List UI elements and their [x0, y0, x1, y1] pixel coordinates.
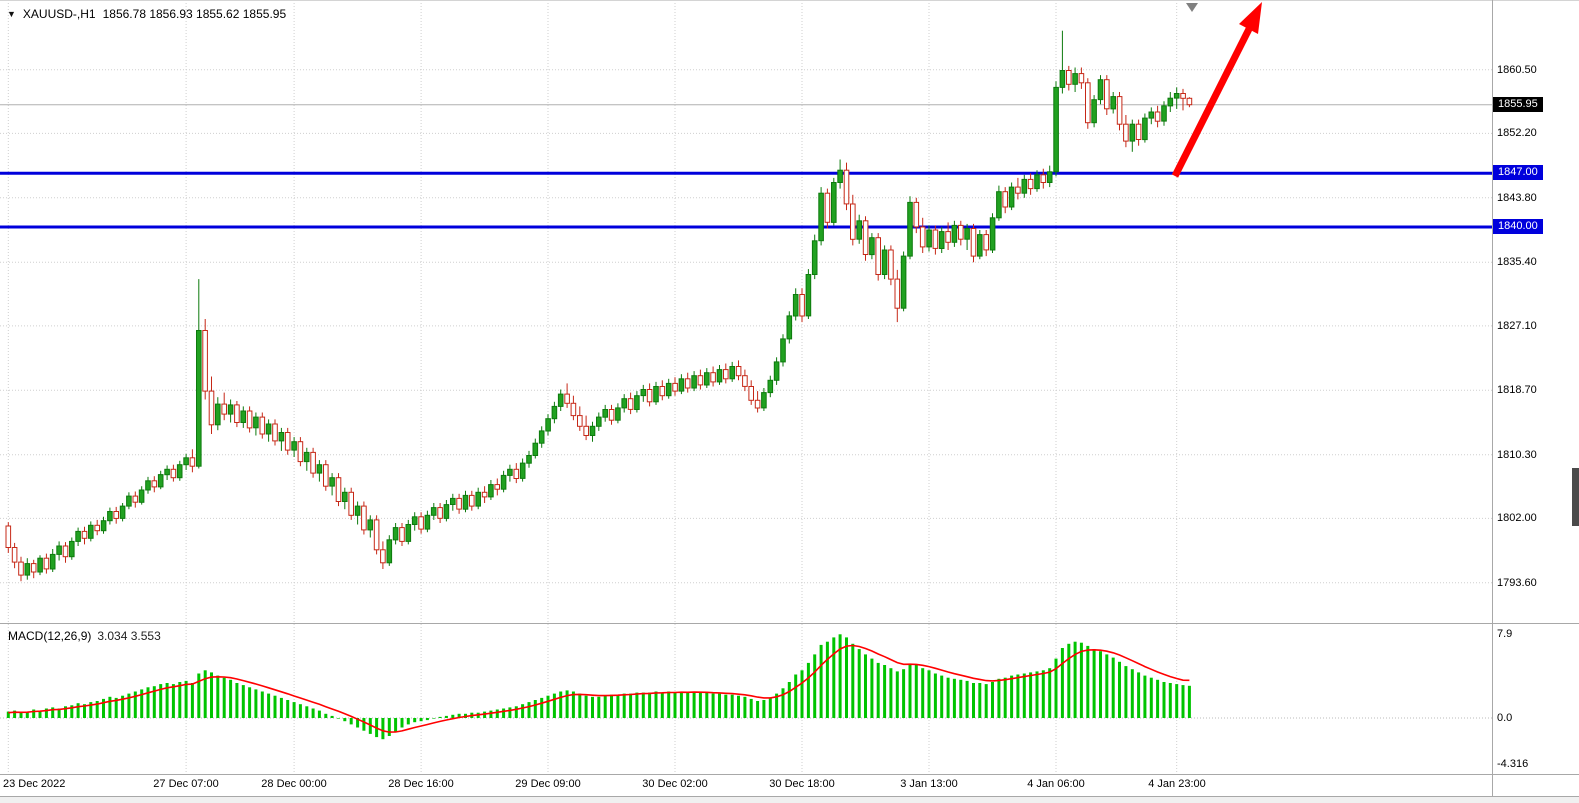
- price-tick-label: 1860.50: [1497, 64, 1537, 76]
- macd-values: 3.034 3.553: [97, 629, 161, 643]
- price-tick-label: 1827.10: [1497, 320, 1537, 332]
- price-tick-label: 1843.80: [1497, 192, 1537, 204]
- symbol-timeframe-label: XAUUSD-,H1: [22, 7, 96, 21]
- price-tick-label: 1835.40: [1497, 256, 1537, 268]
- time-tick-label: 28 Dec 00:00: [261, 778, 327, 790]
- macd-signal-line: [8, 644, 1190, 733]
- time-tick-label: 4 Jan 23:00: [1148, 778, 1206, 790]
- time-tick-label: 27 Dec 07:00: [153, 778, 219, 790]
- price-axis[interactable]: 1860.50 1852.20 1843.80 1835.40 1827.10 1818.…: [1493, 0, 1579, 796]
- time-tick-label: 4 Jan 06:00: [1027, 778, 1085, 790]
- price-tick-label: 1802.00: [1497, 512, 1537, 524]
- chart-shift-marker-icon: [1186, 3, 1198, 12]
- ohlc-readout: 1856.78 1856.93 1855.62 1855.95: [102, 7, 287, 21]
- macd-indicator-label: MACD(12,26,9) 3.034 3.553: [8, 629, 161, 643]
- time-tick-label: 3 Jan 13:00: [900, 778, 958, 790]
- macd-tick-label: 0.0: [1497, 712, 1513, 724]
- scrollbar-thumb[interactable]: [1572, 468, 1579, 526]
- macd-indicator-panel[interactable]: [0, 624, 1492, 774]
- level-price-badge: 1847.00: [1493, 165, 1543, 180]
- price-tick-label: 1810.30: [1497, 449, 1537, 461]
- current-price-badge: 1855.95: [1493, 97, 1543, 112]
- trend-arrow-drawing[interactable]: [1171, 2, 1262, 178]
- level-price-badge: 1840.00: [1493, 219, 1543, 234]
- time-tick-label: 23 Dec 2022: [3, 778, 66, 790]
- price-tick-label: 1818.70: [1497, 384, 1537, 396]
- price-axis-separator: [1492, 0, 1493, 796]
- time-tick-label: 30 Dec 18:00: [769, 778, 835, 790]
- support-resistance-lines[interactable]: [0, 171, 1492, 229]
- macd-name: MACD(12,26,9): [8, 629, 92, 643]
- time-tick-label: 30 Dec 02:00: [642, 778, 708, 790]
- time-tick-label: 28 Dec 16:00: [388, 778, 454, 790]
- macd-histogram-layer: [6, 634, 1191, 740]
- candlestick-chart[interactable]: [0, 0, 1492, 622]
- macd-tick-label: 7.9: [1497, 628, 1513, 640]
- main-macd-separator[interactable]: [0, 623, 1579, 624]
- bottom-border: [0, 796, 1579, 797]
- price-tick-label: 1852.20: [1497, 127, 1537, 139]
- time-tick-label: 29 Dec 09:00: [515, 778, 581, 790]
- macd-tick-label: -4.316: [1497, 758, 1529, 770]
- time-axis[interactable]: 23 Dec 2022 27 Dec 07:00 28 Dec 00:00 28 De…: [0, 775, 1492, 796]
- symbol-dropdown-icon[interactable]: ▼: [7, 8, 16, 19]
- top-border: [0, 0, 1579, 1]
- macd-timeaxis-separator: [0, 774, 1579, 775]
- chart-header: ▼ XAUUSD-,H1 1856.78 1856.93 1855.62 185…: [7, 7, 286, 21]
- grid-layer: [0, 0, 1492, 622]
- price-tick-label: 1793.60: [1497, 577, 1537, 589]
- candles-layer: [5, 30, 1193, 582]
- bottom-strip: [0, 797, 1579, 803]
